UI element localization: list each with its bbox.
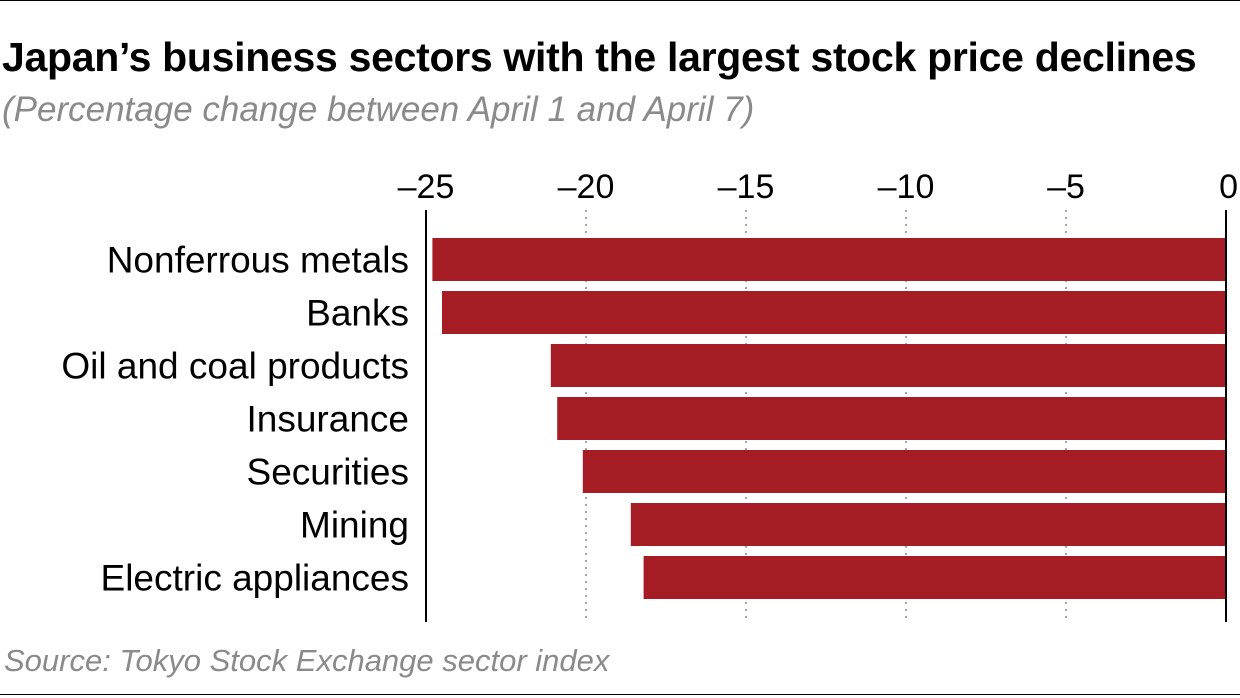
chart-subtitle: (Percentage change between April 1 and A… <box>2 90 755 129</box>
top-rule <box>0 0 1240 1</box>
category-label: Oil and coal products <box>61 346 409 387</box>
category-label: Securities <box>247 452 409 493</box>
chart-title: Japan’s business sectors with the larges… <box>2 34 1197 80</box>
source-note: Source: Tokyo Stock Exchange sector inde… <box>4 643 610 678</box>
x-tick-label: –25 <box>398 168 455 206</box>
x-tick-label: –10 <box>878 168 935 206</box>
x-tick-label: –5 <box>1047 168 1085 206</box>
bar <box>630 503 1226 546</box>
category-label: Electric appliances <box>101 558 409 599</box>
bottom-rule <box>0 694 1240 695</box>
bar <box>557 397 1226 440</box>
bar <box>550 344 1226 387</box>
x-tick-label: –20 <box>558 168 615 206</box>
bar <box>432 238 1226 281</box>
category-label: Nonferrous metals <box>107 240 409 281</box>
x-tick-label: –15 <box>718 168 775 206</box>
category-label: Insurance <box>247 399 410 440</box>
category-label: Mining <box>300 505 409 546</box>
title-block: Japan’s business sectors with the larges… <box>2 32 1238 135</box>
x-tick-label: 0 <box>1219 168 1238 206</box>
bar <box>582 450 1226 493</box>
bar <box>643 556 1226 599</box>
bar <box>442 291 1226 334</box>
category-label: Banks <box>306 293 409 334</box>
